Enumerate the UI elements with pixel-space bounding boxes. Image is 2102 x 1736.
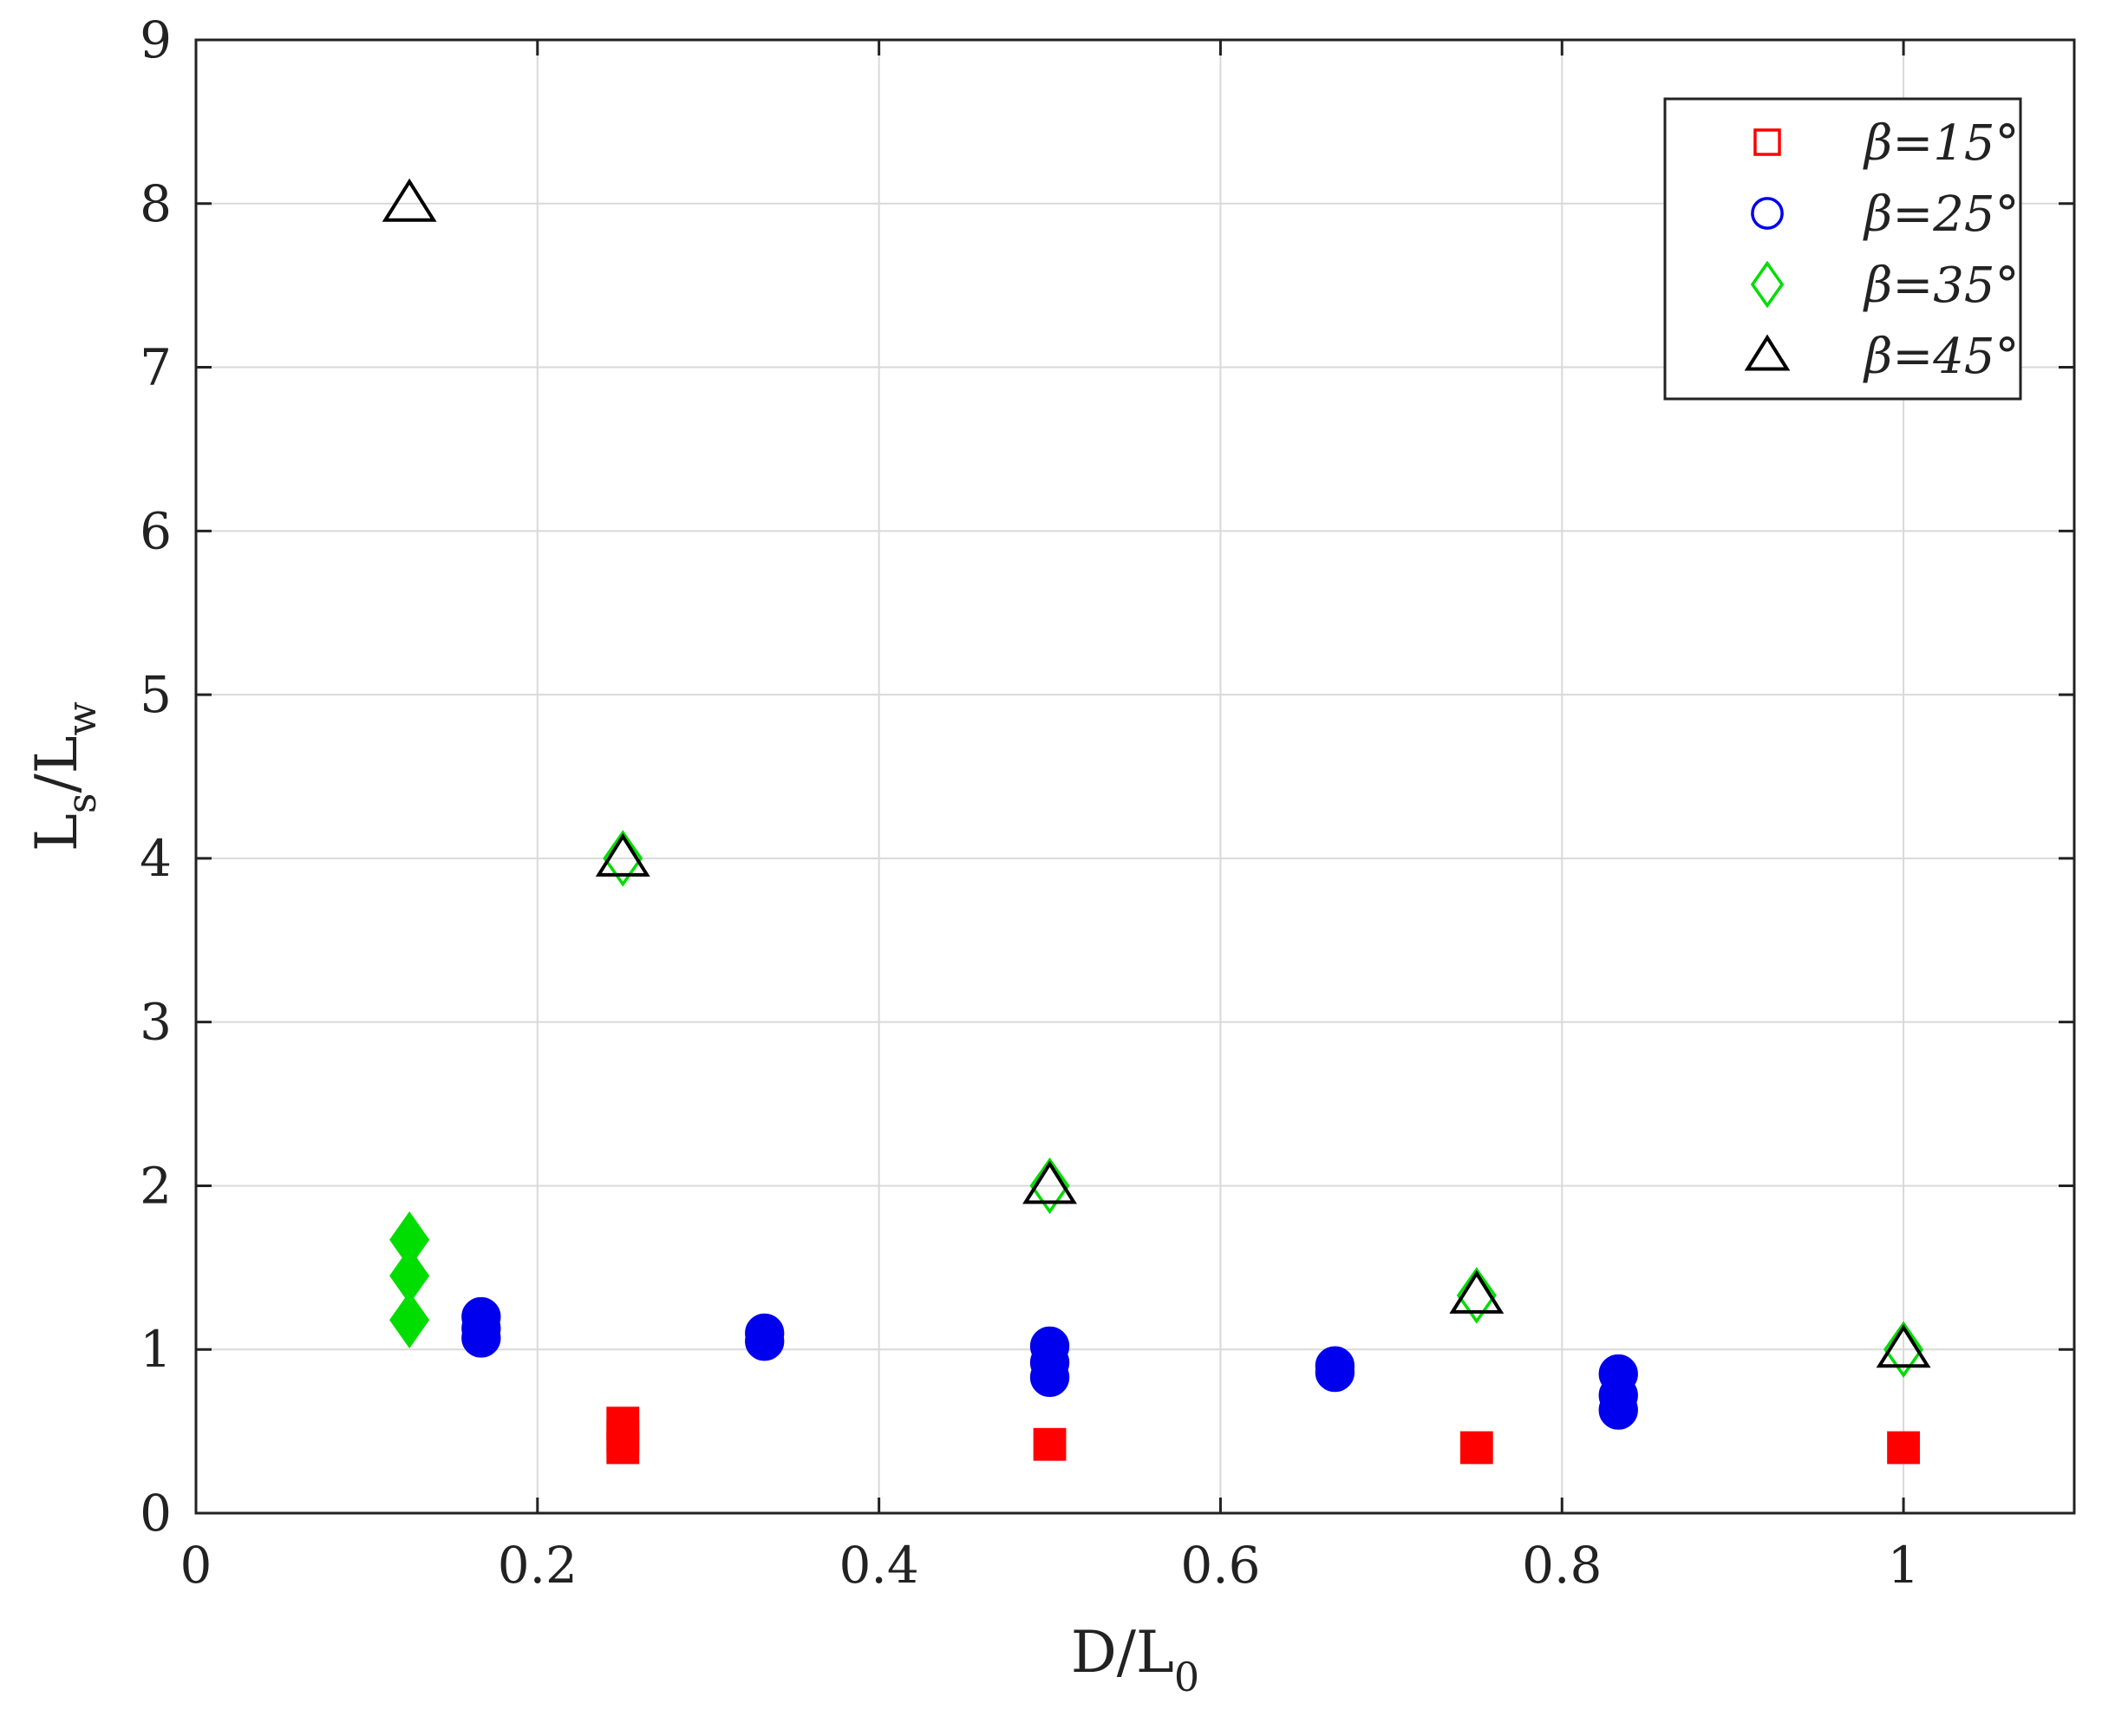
- series-circle-markers: [461, 1296, 1638, 1430]
- legend-box: [1663, 97, 2022, 401]
- data-point: [1883, 1321, 1924, 1378]
- series-square-markers: [606, 1406, 1921, 1465]
- x-axis-label: D/L0: [1071, 1619, 1199, 1700]
- x-tick-label: 0.8: [1522, 1536, 1602, 1595]
- legend-entry-label: β=45°: [1863, 329, 2020, 385]
- data-point: [1029, 1326, 1070, 1367]
- data-point: [595, 832, 650, 877]
- data-point: [603, 830, 643, 887]
- data-point: [1033, 1427, 1067, 1461]
- data-point: [1449, 1269, 1505, 1314]
- grid-lines: [196, 40, 2074, 1513]
- legend-marker: [1750, 260, 1785, 309]
- legend-marker: [1753, 128, 1781, 156]
- y-tick-label: 1: [140, 1320, 172, 1379]
- data-point: [461, 1296, 501, 1337]
- y-tick-label: 2: [140, 1156, 172, 1215]
- data-point: [382, 178, 437, 222]
- data-point: [606, 1406, 640, 1440]
- y-axis-label-subscript-2: w: [58, 702, 105, 735]
- series-triangle-markers: [382, 178, 1931, 1368]
- y-tick-label: 3: [140, 993, 172, 1052]
- x-tick-label: 0.6: [1180, 1536, 1260, 1595]
- legend-entry-label: β=25°: [1863, 186, 2020, 243]
- legend: β=15° β=25° β=35° β=45°: [1663, 97, 2022, 401]
- data-point: [1315, 1346, 1355, 1386]
- y-tick-label: 0: [140, 1484, 172, 1543]
- data-point: [1876, 1324, 1931, 1368]
- y-tick-label: 4: [140, 829, 172, 888]
- x-tick-label: 0.2: [498, 1536, 578, 1595]
- data-point: [1029, 1157, 1070, 1215]
- data-point: [389, 1247, 430, 1305]
- legend-entry-label: β=15°: [1863, 115, 2020, 172]
- legend-marker: [1744, 334, 1791, 371]
- data-point: [745, 1313, 785, 1353]
- x-tick-label: 0: [180, 1536, 212, 1595]
- data-markers: [382, 178, 1931, 1465]
- y-tick-label: 7: [140, 338, 172, 397]
- y-tick-label: 5: [140, 665, 172, 724]
- data-point: [1022, 1160, 1077, 1204]
- axis-ticks: 0 0.2 0.4 0.6 0.8 1 0 1 2 3 4 5 6 7 8 9: [140, 10, 2074, 1595]
- data-point: [1459, 1431, 1493, 1465]
- data-point: [389, 1291, 430, 1348]
- legend-marker: [1751, 197, 1784, 230]
- y-axis-label-subscript-1: s: [58, 793, 105, 814]
- data-point: [389, 1211, 430, 1269]
- y-axis-label-base: L: [23, 813, 90, 852]
- x-axis-label-base: D/L: [1071, 1619, 1174, 1686]
- x-tick-label: 1: [1888, 1536, 1920, 1595]
- legend-entry-label: β=35°: [1863, 258, 2020, 314]
- plot-frame: [194, 38, 2076, 1515]
- series-diamond-markers: [389, 830, 1924, 1378]
- y-tick-label: 8: [140, 174, 172, 233]
- x-axis-label-subscript: 0: [1174, 1654, 1199, 1700]
- y-axis-label-mid: /L: [23, 735, 90, 793]
- data-point: [1456, 1267, 1497, 1324]
- y-tick-label: 6: [140, 501, 172, 560]
- data-point: [1887, 1431, 1921, 1465]
- y-axis-label: Ls/Lw: [23, 702, 105, 852]
- data-point: [1598, 1354, 1638, 1394]
- y-tick-label: 9: [140, 10, 172, 69]
- x-tick-label: 0.4: [839, 1536, 919, 1595]
